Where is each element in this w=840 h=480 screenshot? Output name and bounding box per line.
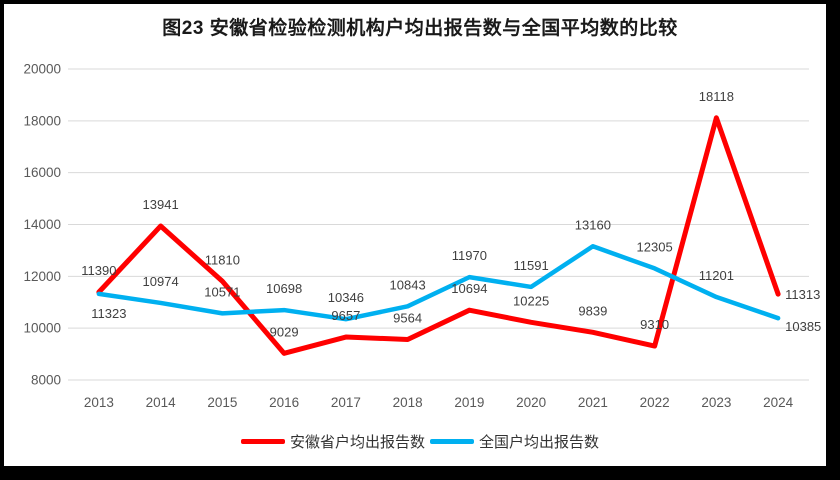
x-axis-tick-label: 2022 — [640, 395, 670, 410]
chart-title: 图23 安徽省检验检测机构户均出报告数与全国平均数的比较 — [162, 18, 678, 39]
legend-swatch-national-line-icon — [430, 439, 474, 444]
data-label: 10571 — [204, 284, 240, 299]
y-axis-tick-label: 18000 — [23, 113, 61, 128]
data-label: 11390 — [81, 263, 116, 278]
data-label: 10698 — [266, 281, 302, 296]
series-line-anhui — [96, 115, 781, 356]
data-label: 9657 — [331, 308, 360, 323]
data-label: 11810 — [205, 252, 240, 267]
x-axis-tick-label: 2021 — [578, 395, 608, 410]
x-axis-tick-label: 2014 — [146, 395, 177, 410]
y-axis-tick-label: 10000 — [23, 321, 61, 336]
legend-label-anhui: 安徽省户均出报告数 — [289, 434, 425, 451]
data-label: 11201 — [699, 268, 734, 283]
data-label: 18118 — [699, 89, 734, 104]
data-label: 11970 — [452, 248, 487, 263]
data-label: 13160 — [575, 217, 611, 232]
y-axis-tick-label: 8000 — [31, 373, 61, 388]
chart-legend: 安徽省户均出报告数 全国户均出报告数 — [0, 431, 840, 452]
x-axis-tick-label: 2019 — [454, 395, 484, 410]
data-label: 13941 — [143, 197, 179, 212]
x-axis-tick-label: 2024 — [763, 395, 794, 410]
data-label: 11591 — [514, 258, 549, 273]
data-label: 10225 — [513, 293, 549, 308]
data-label: 9029 — [270, 324, 299, 339]
x-axis-tick-label: 2020 — [516, 395, 546, 410]
data-label: 10694 — [451, 281, 487, 296]
legend-label-national: 全国户均出报告数 — [479, 434, 600, 451]
data-label: 9310 — [640, 317, 669, 332]
x-axis-tick-label: 2017 — [331, 395, 361, 410]
y-axis-tick-label: 14000 — [23, 217, 61, 232]
y-axis-tick-label: 16000 — [23, 165, 61, 180]
series-line-national — [96, 244, 781, 322]
x-axis-tick-label: 2018 — [393, 395, 423, 410]
data-label: 10346 — [328, 290, 364, 305]
legend-swatch-anhui-line-icon — [240, 439, 285, 444]
data-label: 10385 — [785, 319, 821, 334]
x-axis-tick-label: 2013 — [84, 395, 114, 410]
data-label: 12305 — [637, 239, 673, 254]
y-axis-tick-label: 20000 — [23, 62, 61, 77]
y-axis-tick-label: 12000 — [23, 269, 61, 284]
x-axis-tick-label: 2016 — [269, 395, 299, 410]
x-axis-tick-label: 2023 — [701, 395, 731, 410]
data-label: 11323 — [91, 306, 126, 321]
data-label: 9564 — [393, 310, 422, 325]
data-label: 9839 — [578, 303, 607, 318]
data-label: 11313 — [785, 287, 820, 302]
data-label: 10974 — [143, 274, 179, 289]
data-label: 10843 — [390, 277, 426, 292]
x-axis-tick-label: 2015 — [207, 395, 237, 410]
